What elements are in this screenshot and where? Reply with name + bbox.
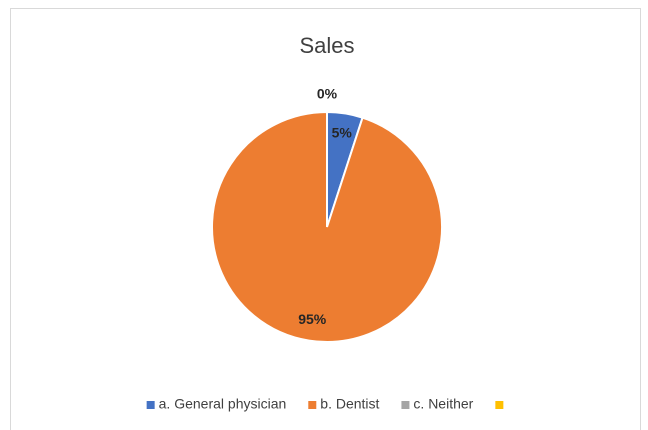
legend-label: c. Neither xyxy=(413,396,473,412)
chart-title: Sales xyxy=(299,33,354,58)
data-label: 5% xyxy=(332,125,353,141)
legend-swatch xyxy=(495,401,504,409)
pie-slice xyxy=(211,110,443,343)
legend-swatch xyxy=(401,401,410,409)
legend-swatch xyxy=(146,401,155,409)
data-label: 0% xyxy=(317,86,338,102)
legend-swatch xyxy=(308,401,317,409)
legend-label: a. General physician xyxy=(159,396,287,412)
legend-label: b. Dentist xyxy=(320,396,379,412)
data-label: 95% xyxy=(298,311,327,327)
